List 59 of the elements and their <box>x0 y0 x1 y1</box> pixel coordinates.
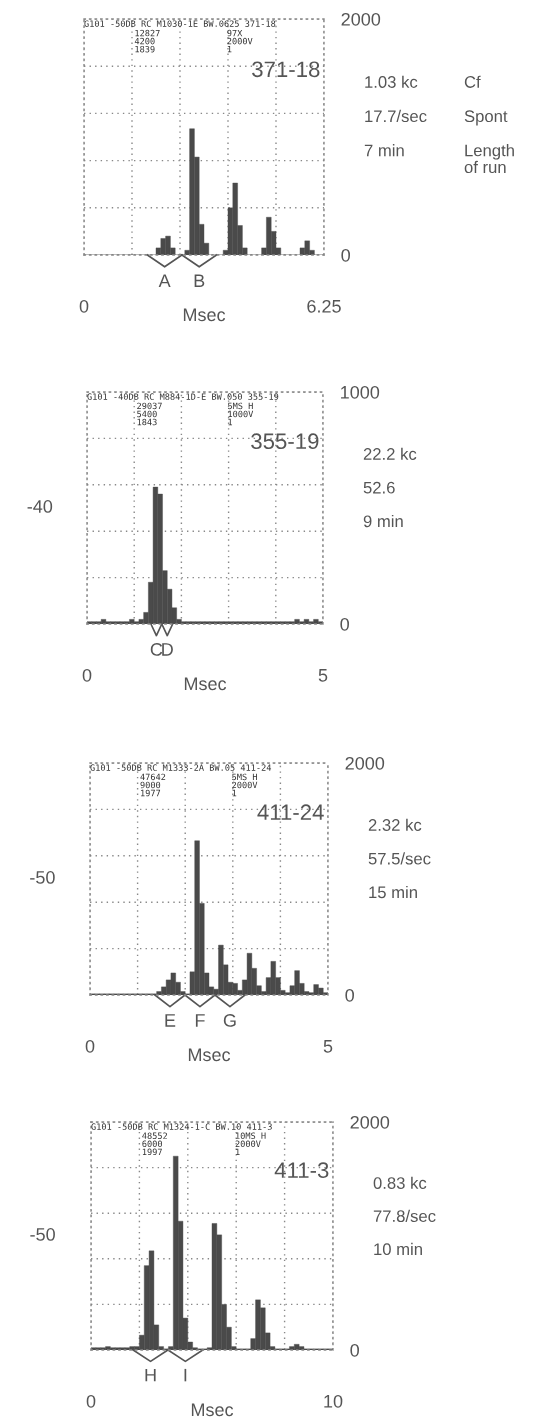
annotation: 5MS H 1000V 1 <box>228 402 254 426</box>
text: Spont <box>464 110 508 126</box>
annotation: 97X 2000V 1 <box>227 29 253 53</box>
text: 1.03 kc <box>365 75 418 88</box>
annotation: 5MS H 2000V 1 <box>232 773 258 797</box>
x-tick-label: 5 <box>323 1040 333 1053</box>
x-tick-label: 10 <box>324 1394 343 1408</box>
text: 57.5/sec <box>368 852 431 865</box>
annotation: 12827 4200 1839 <box>134 29 160 53</box>
text: 17.7/sec <box>365 109 427 123</box>
annotation: I <box>184 1368 187 1382</box>
x-tick-label: 5 <box>318 669 328 682</box>
y-tick-label: 1000 <box>341 385 380 399</box>
x-axis-title: Msec <box>183 308 226 322</box>
text: Length of run <box>464 144 514 174</box>
annotation: C <box>150 643 163 656</box>
annotation: H <box>145 1368 156 1382</box>
text: 371-18 <box>252 61 320 78</box>
annotation: D <box>162 643 173 656</box>
x-axis-title: Msec <box>184 677 227 691</box>
annotation: E <box>165 1014 176 1027</box>
text: 411-3 <box>274 1162 329 1179</box>
text: 77.8/sec <box>373 1209 436 1223</box>
text: 22.2 kc <box>363 447 417 460</box>
y-tick-label: 2000 <box>341 12 381 26</box>
y-tick-label: 0 <box>345 988 354 1002</box>
annotation: G <box>223 1014 236 1027</box>
x-axis-title: Msec <box>188 1048 231 1062</box>
y-tick-label: 0 <box>350 1343 359 1357</box>
text: 15 min <box>369 885 417 899</box>
text: Cf <box>464 75 481 88</box>
text: 355-19 <box>251 433 319 450</box>
annotation: 29037 5400 1843 <box>137 402 162 426</box>
text: 2.32 kc <box>368 818 422 831</box>
y-axis-title: -50 <box>30 871 55 884</box>
chart-subtitle: G101 -50DB RC M1030-1E BW.0625 371-18 <box>84 20 276 27</box>
x-tick-label: 6.25 <box>307 299 341 313</box>
chart-subtitle: G101 -40DB RC M884-1D-E BW.050 355-19 <box>87 393 279 400</box>
y-axis-title: -50 <box>30 1228 55 1241</box>
annotation: 48552 6000 1997 <box>142 1132 168 1156</box>
text: 411-24 <box>257 804 324 820</box>
annotation: B <box>194 274 205 287</box>
text: 52.6 <box>363 481 395 494</box>
annotation: 10MS H 2000V 1 <box>235 1132 266 1155</box>
annotation: 47642 9000 1977 <box>140 773 166 797</box>
y-tick-label: 2000 <box>345 756 385 770</box>
chart-subtitle: G101 -50DB RC M1324-1-C BW.10 411-3 <box>91 1123 272 1130</box>
y-axis-title: -40 <box>27 500 53 513</box>
y-tick-label: 0 <box>341 248 350 262</box>
text: 0.83 kc <box>373 1176 427 1189</box>
chart-subtitle: G101 -50DB RC M1333-2A BW.05 411-24 <box>90 764 272 771</box>
x-axis-title: Msec <box>191 1403 234 1417</box>
text: 10 min <box>374 1242 422 1256</box>
y-tick-label: 2000 <box>350 1115 390 1129</box>
text: 7 min <box>364 144 404 157</box>
annotation: A <box>158 274 171 287</box>
y-tick-label: 0 <box>340 617 349 631</box>
text: 9 min <box>363 514 403 528</box>
annotation: F <box>195 1014 205 1027</box>
